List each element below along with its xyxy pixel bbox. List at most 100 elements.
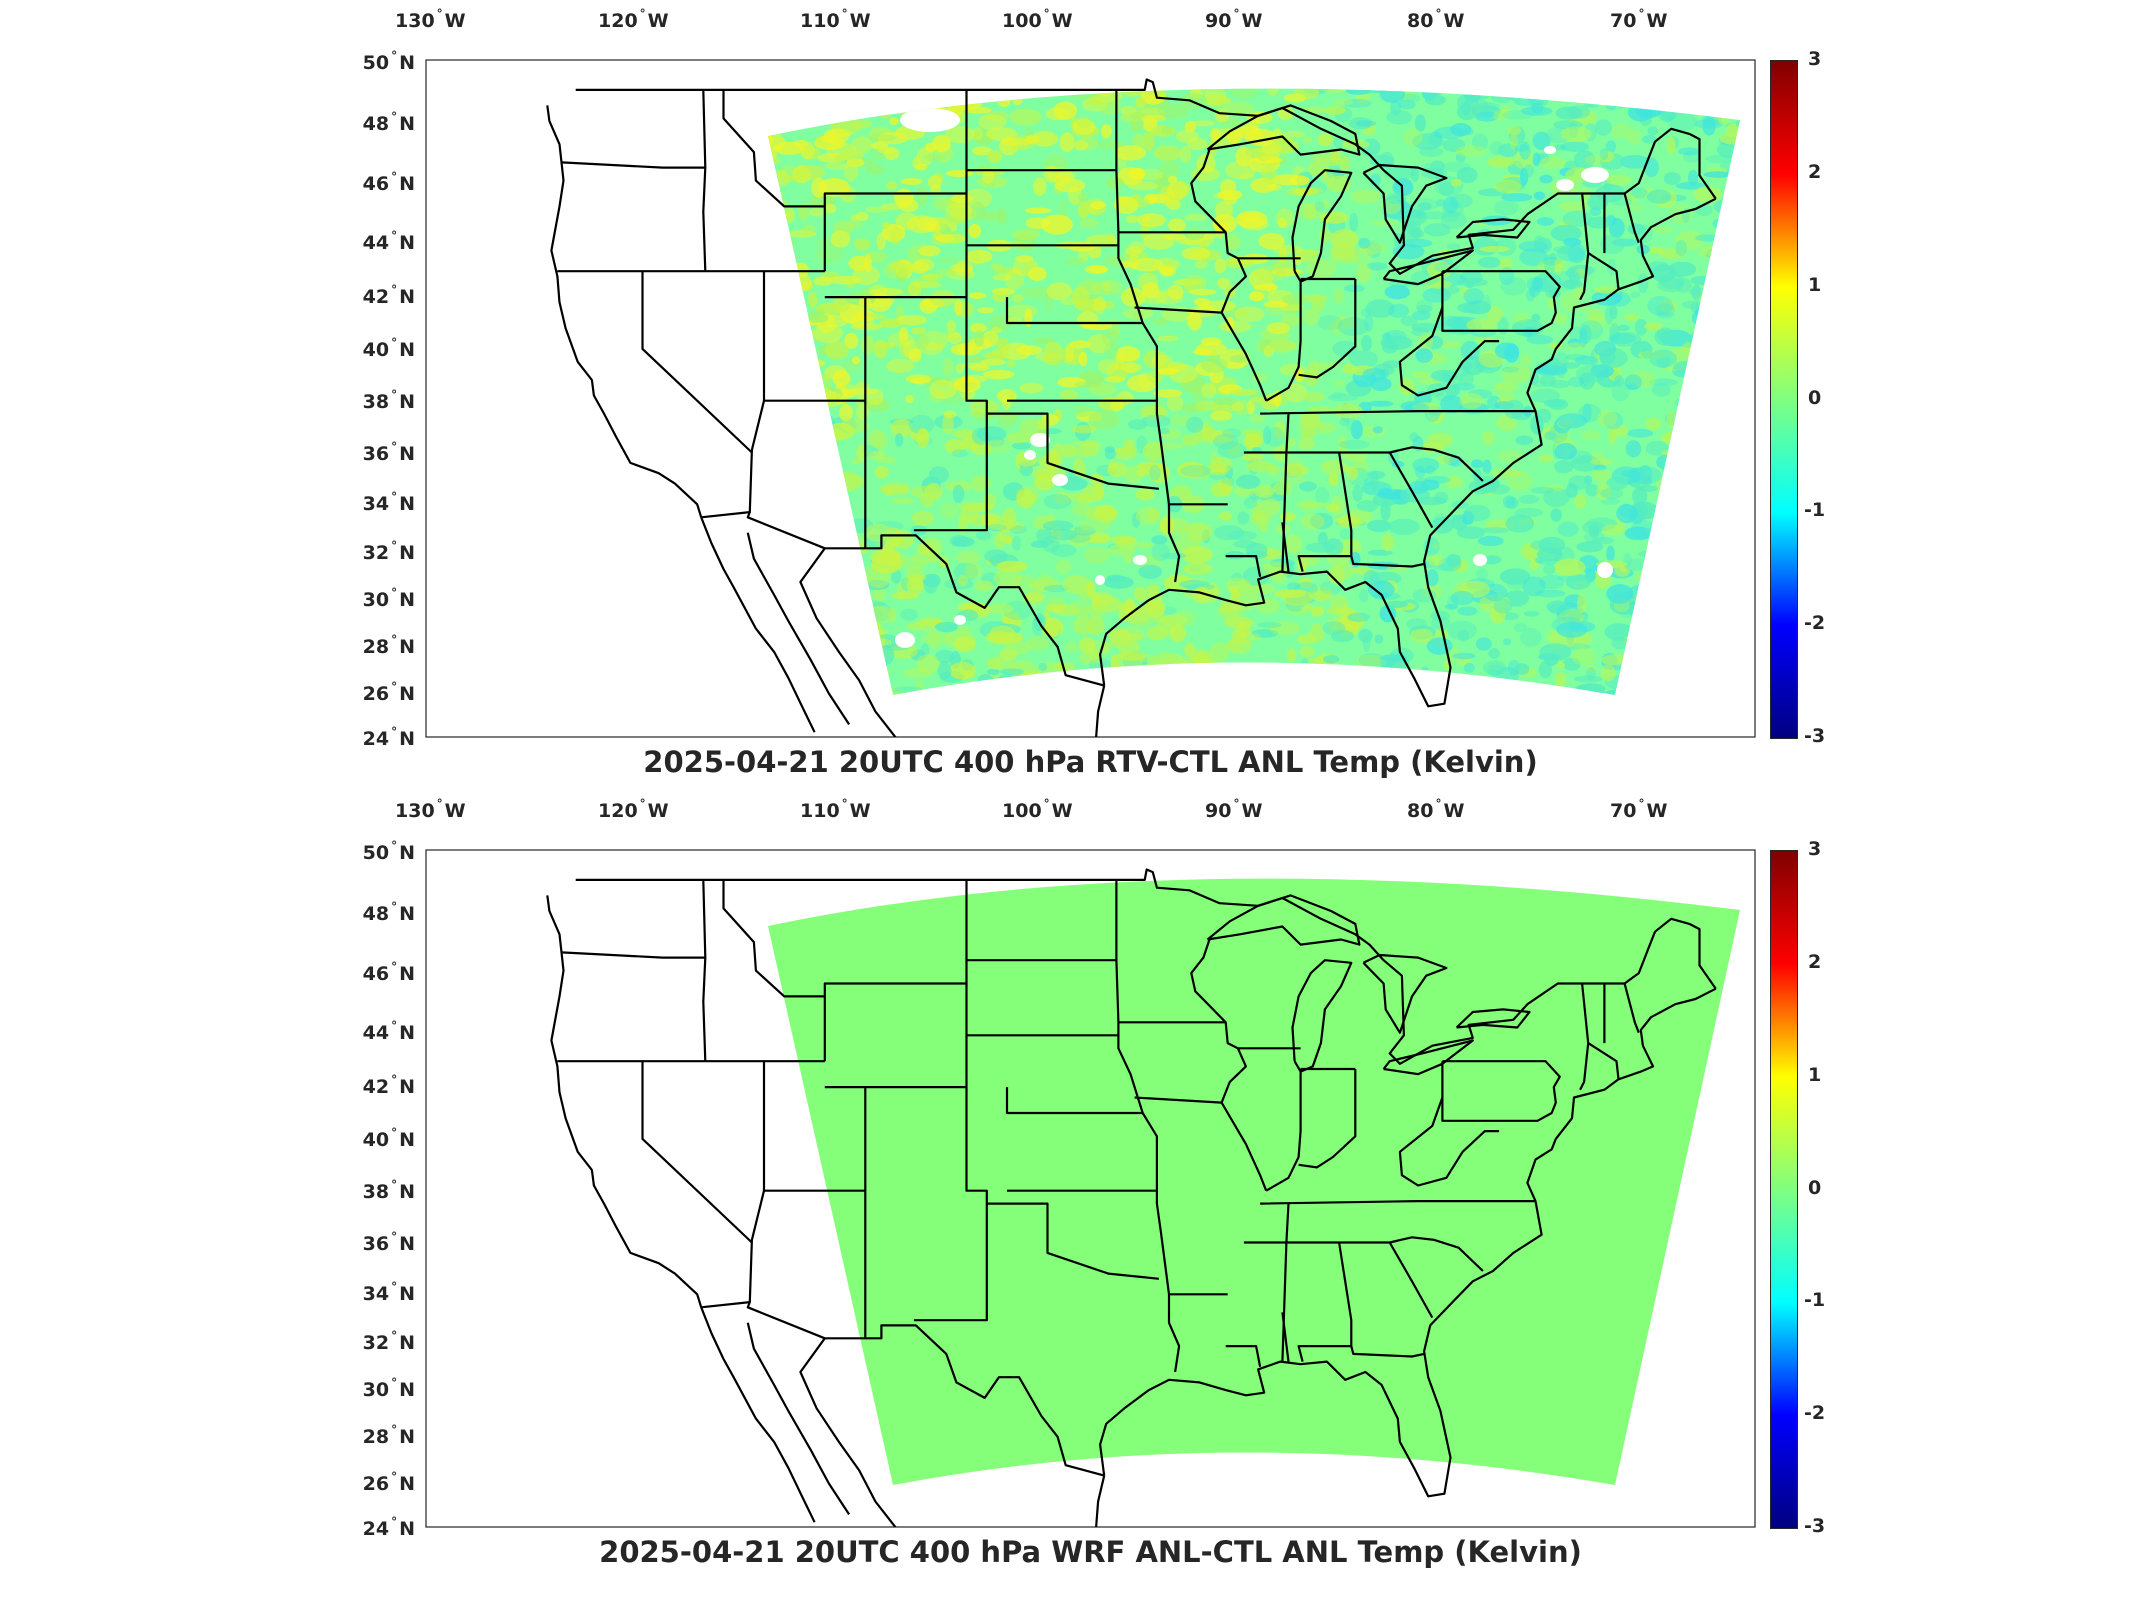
state-boundary <box>1005 1087 1143 1115</box>
state-boundary <box>1623 983 1640 1034</box>
mexico-border <box>701 510 1105 687</box>
mexico-gulf-coastline <box>1095 685 1106 737</box>
colorbar-tick-label: 3 <box>1808 48 1822 70</box>
latitude-label: 48 ° N <box>362 900 415 925</box>
longitude-label: 70 ° W <box>1610 797 1668 822</box>
state-boundary <box>1190 939 1268 1192</box>
colorbar-tick-label: -1 <box>1804 1289 1826 1312</box>
colorbar-tick-label: -3 <box>1804 725 1826 747</box>
latitude-label: 36 ° N <box>362 1230 415 1255</box>
map-plot-bottom <box>425 849 1756 1528</box>
latitude-label: 36 ° N <box>362 440 415 465</box>
state-boundary <box>1298 279 1357 379</box>
state-boundary <box>913 879 988 1322</box>
latitude-label: 26 ° N <box>362 680 415 705</box>
colorbar-tick-label: 0 <box>1808 386 1822 409</box>
state-boundary <box>1398 1097 1500 1187</box>
state-boundary <box>1579 983 1590 1091</box>
latitude-label: 42 ° N <box>362 1073 415 1098</box>
state-boundary <box>1587 252 1620 290</box>
state-boundary <box>1441 270 1561 332</box>
latitude-label: 44 ° N <box>362 229 415 254</box>
latitude-label: 44 ° N <box>362 1019 415 1044</box>
state-boundary <box>1281 1312 1290 1362</box>
longitude-label: 110 ° W <box>800 7 871 32</box>
state-boundary <box>1388 451 1434 529</box>
state-boundary <box>641 271 753 454</box>
panel-title-top: 2025-04-21 20UTC 400 hPa RTV-CTL ANL Tem… <box>643 745 1538 779</box>
latitude-label: 24 ° N <box>362 1515 415 1540</box>
pacific-coastline <box>546 895 703 1308</box>
longitude-label: 80 ° W <box>1407 7 1465 32</box>
map-panel-bottom: 130 ° W 120 ° W 110 ° W 100 ° W 90 ° W 80 ° W 70 ° W 50 ° N 48 °… <box>0 790 2133 1580</box>
state-boundary <box>561 879 707 959</box>
great-lake-outline <box>1455 1008 1531 1029</box>
gulf-of-california-coastline <box>746 1322 851 1516</box>
state-boundary <box>1350 555 1425 568</box>
state-boundary <box>986 412 1160 490</box>
colorbar-bottom <box>1770 850 1798 1529</box>
latitude-label: 28 ° N <box>362 1423 415 1448</box>
state-boundary <box>1134 1096 1222 1104</box>
state-boundary <box>722 89 826 272</box>
great-lake-outline <box>1362 163 1448 244</box>
latitude-label: 38 ° N <box>362 388 415 413</box>
state-boundary <box>1260 410 1536 415</box>
latitude-label: 28 ° N <box>362 633 415 658</box>
great-lake-outline <box>1291 959 1353 1073</box>
state-boundary <box>1388 1241 1434 1319</box>
state-boundary <box>561 89 707 169</box>
state-boundary <box>1298 1069 1357 1169</box>
state-boundary <box>1134 306 1222 314</box>
state-boundary <box>722 879 826 1062</box>
map-plot-top <box>425 59 1756 738</box>
latitude-label: 38 ° N <box>362 1178 415 1203</box>
state-boundary <box>702 167 707 272</box>
latitude-label: 50 ° N <box>362 839 415 864</box>
state-boundary <box>913 89 988 532</box>
mexico-west-coastline <box>799 1337 897 1527</box>
latitude-label: 40 ° N <box>362 336 415 361</box>
gulf-of-california-coastline <box>746 532 851 726</box>
colorbar-tick-label: 2 <box>1808 950 1822 973</box>
latitude-label: 32 ° N <box>362 539 415 564</box>
longitude-label: 100 ° W <box>1002 7 1073 32</box>
state-boundary <box>1005 297 1143 325</box>
state-boundary <box>1265 279 1302 402</box>
colorbar-tick-label: 0 <box>1808 1176 1822 1199</box>
latitude-label: 46 ° N <box>362 960 415 985</box>
latitude-label: 32 ° N <box>362 1329 415 1354</box>
longitude-label: 80 ° W <box>1407 797 1465 822</box>
colorbar-tick-label: 1 <box>1808 273 1822 296</box>
mexico-border <box>701 1300 1105 1477</box>
longitude-label: 70 ° W <box>1610 7 1668 32</box>
state-boundary <box>1265 1069 1302 1192</box>
longitude-label: 110 ° W <box>800 797 871 822</box>
latitude-label: 48 ° N <box>362 110 415 135</box>
great-lake-outline <box>1382 1039 1474 1076</box>
longitude-label: 90 ° W <box>1205 797 1263 822</box>
state-boundary <box>1190 149 1268 402</box>
great-lake-outline <box>1206 894 1361 946</box>
longitude-label: 130 ° W <box>395 797 466 822</box>
colorbar-tick-label: 3 <box>1808 838 1822 860</box>
state-boundary <box>1281 522 1290 572</box>
state-boundary <box>986 1202 1160 1280</box>
longitude-label: 90 ° W <box>1205 7 1263 32</box>
colorbar-tick-label: -3 <box>1804 1515 1826 1537</box>
map-panel-top: 130 ° W 120 ° W 110 ° W 100 ° W 90 ° W 80 ° W 70 ° W 50 ° N 48 °… <box>0 0 2133 790</box>
canada-border <box>575 868 1717 1065</box>
state-boundary <box>1623 193 1640 244</box>
longitude-label: 100 ° W <box>1002 797 1073 822</box>
longitude-label: 130 ° W <box>395 7 466 32</box>
canada-border <box>575 78 1717 275</box>
state-boundary <box>641 1061 753 1244</box>
baja-coastline <box>700 516 816 733</box>
great-lake-outline <box>1382 249 1474 286</box>
state-boundary <box>1398 307 1500 397</box>
latitude-label: 46 ° N <box>362 170 415 195</box>
great-lake-outline <box>1362 953 1448 1034</box>
colorbar-tick-label: 2 <box>1808 160 1822 183</box>
baja-coastline <box>700 1306 816 1523</box>
latitude-label: 50 ° N <box>362 49 415 74</box>
